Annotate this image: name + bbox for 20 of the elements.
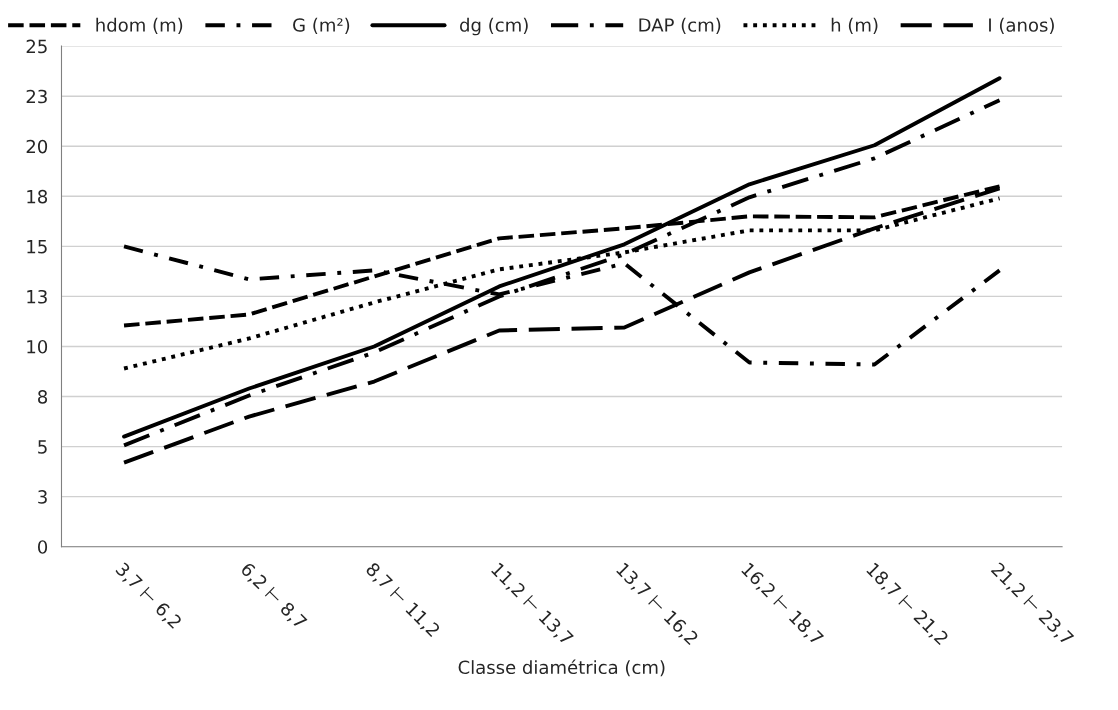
y-tick-label: 3 — [38, 490, 47, 504]
y-tick-label: 20 — [26, 139, 48, 154]
x-tick-label: 3,7 ⊢ 6,2 — [113, 561, 183, 631]
legend-label: dg (cm) — [460, 17, 528, 36]
legend-label: DAP (cm) — [639, 17, 721, 34]
y-tick-label: 5 — [38, 440, 47, 454]
y-tick-label: 15 — [27, 240, 47, 254]
legend-label: hdom (m) — [96, 17, 183, 34]
y-tick-label: 0 — [38, 540, 48, 554]
y-tick-label: 13 — [27, 289, 47, 304]
y-tick-label: 25 — [26, 39, 47, 54]
x-tick-label: 6,2 ⊢ 8,7 — [238, 561, 308, 631]
legend-label: I (anos) — [989, 17, 1054, 34]
y-tick-label: 18 — [27, 189, 48, 204]
legend-label: h (m) — [831, 17, 878, 34]
x-axis-title: Classe diamétrica (cm) — [458, 659, 665, 677]
y-tick-label: 10 — [27, 339, 48, 354]
legend-label: G (m²) — [293, 17, 350, 34]
y-tick-label: 23 — [26, 89, 47, 104]
y-tick-label: 8 — [38, 389, 48, 404]
